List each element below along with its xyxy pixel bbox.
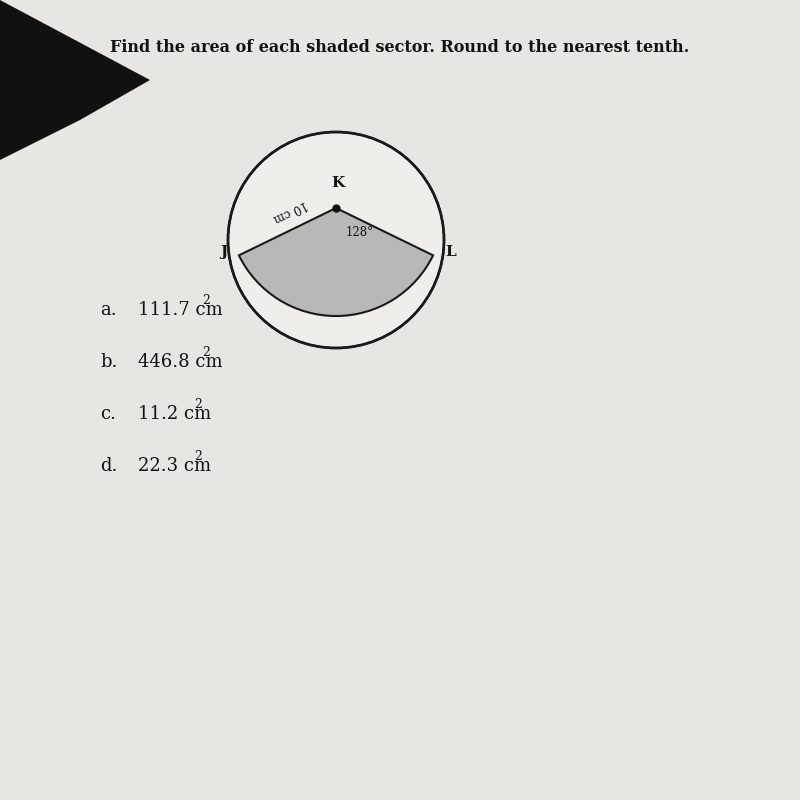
Text: K: K bbox=[331, 176, 345, 190]
Text: L: L bbox=[445, 246, 456, 259]
Text: Find the area of each shaded sector. Round to the nearest tenth.: Find the area of each shaded sector. Rou… bbox=[110, 39, 690, 57]
PathPatch shape bbox=[0, 0, 150, 160]
Text: 25.: 25. bbox=[42, 91, 71, 109]
Text: 2: 2 bbox=[202, 294, 210, 306]
Circle shape bbox=[228, 132, 444, 348]
Wedge shape bbox=[239, 208, 433, 316]
Text: a.: a. bbox=[100, 301, 117, 319]
Text: 10 cm: 10 cm bbox=[271, 197, 310, 225]
Text: J: J bbox=[220, 246, 227, 259]
Text: 2: 2 bbox=[194, 450, 202, 462]
Text: b.: b. bbox=[100, 353, 118, 371]
Text: c.: c. bbox=[100, 405, 116, 423]
Text: 2: 2 bbox=[194, 398, 202, 410]
Text: 128°: 128° bbox=[346, 226, 374, 239]
Text: 2: 2 bbox=[202, 346, 210, 358]
Text: 111.7 cm: 111.7 cm bbox=[138, 301, 222, 319]
Text: 22.3 cm: 22.3 cm bbox=[138, 457, 211, 475]
Text: 446.8 cm: 446.8 cm bbox=[138, 353, 222, 371]
Text: d.: d. bbox=[100, 457, 118, 475]
Text: 11.2 cm: 11.2 cm bbox=[138, 405, 211, 423]
